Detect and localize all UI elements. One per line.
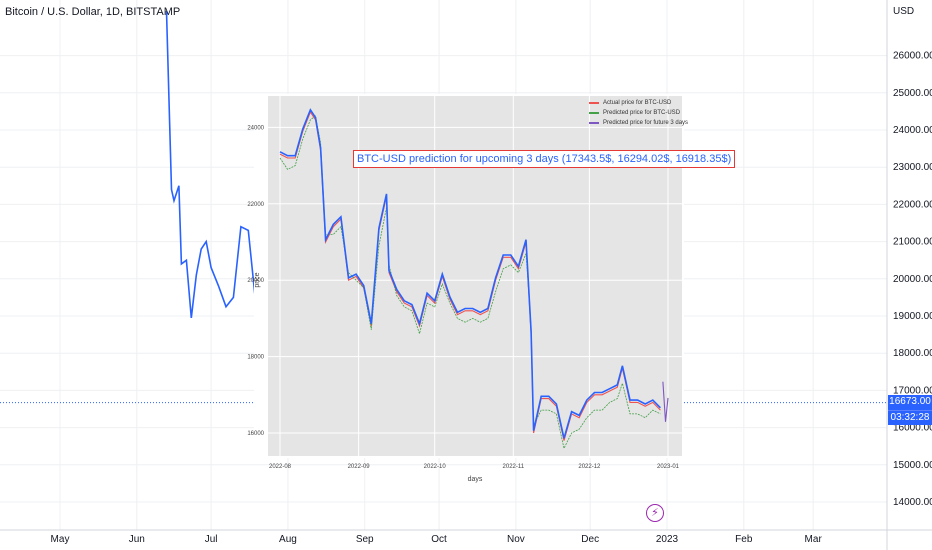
time-axis-label: Nov: [507, 534, 525, 545]
legend-swatch-actual: [589, 102, 599, 104]
legend-label-predicted: Predicted price for BTC-USD: [603, 110, 681, 116]
symbol-title: Bitcoin / U.S. Dollar, 1D, BITSTAMP: [5, 6, 181, 18]
legend-swatch-predicted: [589, 112, 599, 114]
time-axis-label: Mar: [805, 534, 823, 545]
bar-countdown: 03:32:28: [888, 410, 932, 425]
time-axis-label: Jun: [129, 534, 145, 545]
time-axis-label: Feb: [735, 534, 753, 545]
price-axis-label: 19000.00: [893, 311, 932, 322]
legend-item-actual: Actual price for BTC-USD: [589, 98, 688, 108]
time-axis-label: Oct: [431, 534, 447, 545]
price-axis-currency: USD: [893, 6, 915, 17]
legend-swatch-future: [589, 122, 599, 124]
time-axis-label: May: [51, 534, 70, 545]
time-axis-label: Jul: [205, 534, 218, 545]
price-axis-label: 20000.00: [893, 274, 932, 285]
price-axis-label: 25000.00: [893, 88, 932, 99]
prediction-annotation: BTC-USD prediction for upcoming 3 days (…: [353, 150, 736, 168]
time-axis-label: Dec: [581, 534, 599, 545]
legend-label-actual: Actual price for BTC-USD: [603, 100, 672, 106]
time-axis-label: Sep: [356, 534, 374, 545]
price-axis-label: 23000.00: [893, 162, 932, 173]
last-price-value: 16673.00: [888, 395, 932, 410]
legend-label-future: Predicted price for future 3 days: [603, 120, 689, 126]
legend-item-future: Predicted price for future 3 days: [589, 118, 688, 128]
price-axis-label: 26000.00: [893, 51, 932, 62]
time-axis-label: Aug: [279, 534, 297, 545]
price-axis-label: 14000.00: [893, 497, 932, 508]
price-axis-label: 18000.00: [893, 348, 932, 359]
price-axis-label: 16000.00: [893, 423, 932, 434]
price-axis-label: 15000.00: [893, 460, 932, 471]
inset-legend: Actual price for BTC-USD Predicted price…: [589, 98, 688, 128]
price-axis-label: 22000.00: [893, 199, 932, 210]
time-axis-label: 2023: [656, 534, 679, 545]
lightning-icon[interactable]: ⚡: [646, 504, 664, 522]
legend-item-predicted: Predicted price for BTC-USD: [589, 108, 688, 118]
price-axis-label: 24000.00: [893, 125, 932, 136]
price-axis-label: 17000.00: [893, 385, 932, 396]
price-series-line: [165, 10, 287, 318]
last-price-tag: 16673.00 03:32:28: [888, 395, 932, 425]
price-axis-label: 21000.00: [893, 237, 932, 248]
